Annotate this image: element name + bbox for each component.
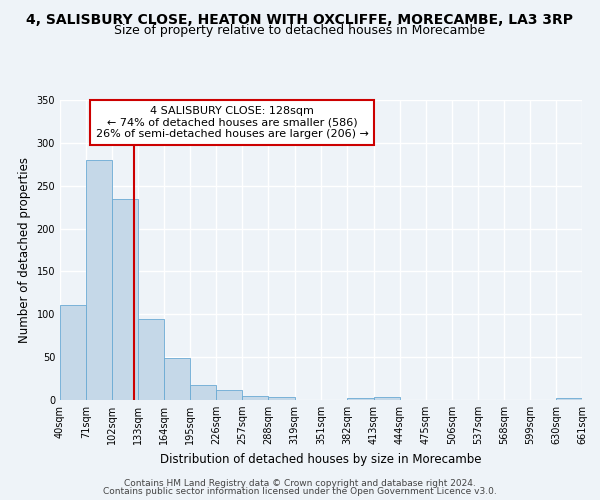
Text: 4, SALISBURY CLOSE, HEATON WITH OXCLIFFE, MORECAMBE, LA3 3RP: 4, SALISBURY CLOSE, HEATON WITH OXCLIFFE… (26, 12, 574, 26)
Bar (582, 398, 600, 400)
Y-axis label: Number of detached properties: Number of detached properties (18, 157, 31, 343)
Bar (112, 198, 138, 400)
Bar (268, 398, 295, 400)
Bar (138, 318, 164, 400)
Text: Contains HM Land Registry data © Crown copyright and database right 2024.: Contains HM Land Registry data © Crown c… (124, 478, 476, 488)
Bar (217, 390, 242, 400)
X-axis label: Distribution of detached houses by size in Morecambe: Distribution of detached houses by size … (160, 452, 482, 466)
Text: Contains public sector information licensed under the Open Government Licence v3: Contains public sector information licen… (103, 487, 497, 496)
Bar (164, 358, 190, 400)
Text: 4 SALISBURY CLOSE: 128sqm
← 74% of detached houses are smaller (586)
26% of semi: 4 SALISBURY CLOSE: 128sqm ← 74% of detac… (96, 106, 368, 139)
Text: Size of property relative to detached houses in Morecambe: Size of property relative to detached ho… (115, 24, 485, 37)
Bar (190, 384, 217, 400)
Bar (86, 160, 112, 400)
Bar (60, 305, 86, 400)
Bar (242, 396, 268, 400)
Bar (556, 398, 582, 400)
Bar (374, 398, 400, 400)
Bar (347, 398, 374, 400)
